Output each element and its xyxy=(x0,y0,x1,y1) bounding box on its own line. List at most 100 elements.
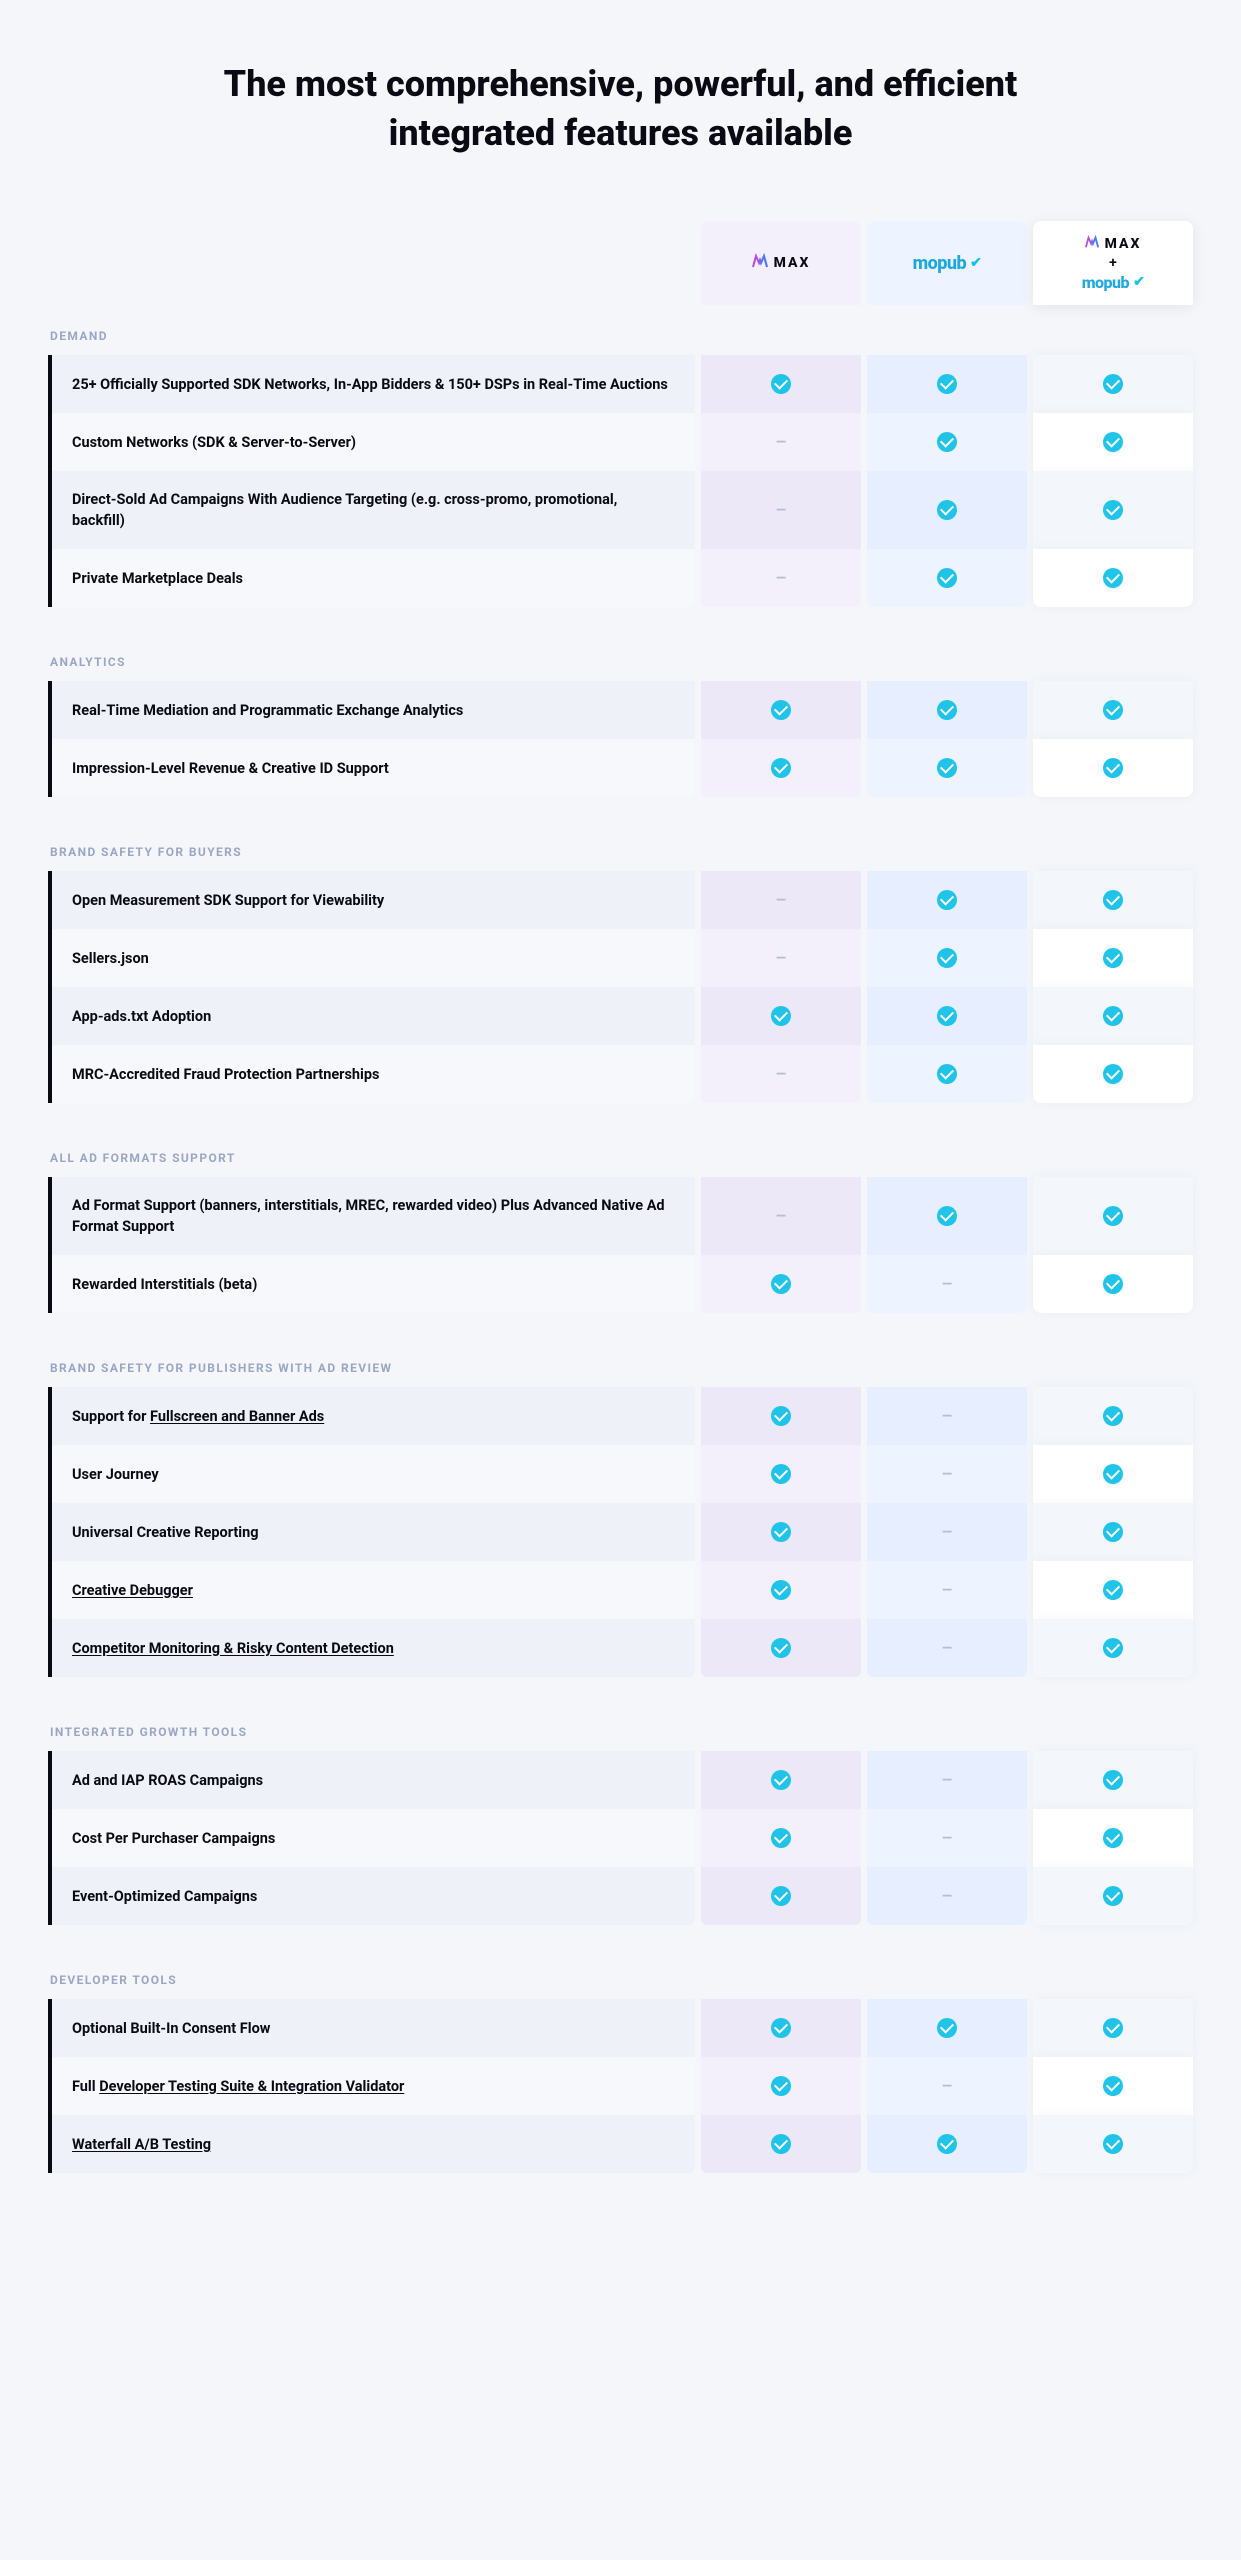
check-icon-cell xyxy=(1033,1809,1193,1867)
check-icon xyxy=(1103,1886,1123,1906)
check-icon-cell xyxy=(701,1999,861,2057)
check-icon-cell xyxy=(867,2115,1027,2173)
check-icon xyxy=(1103,758,1123,778)
feature-row-label: User Journey xyxy=(48,1445,695,1503)
feature-row-label: Full Developer Testing Suite & Integrati… xyxy=(48,2057,695,2115)
check-icon-cell xyxy=(1033,471,1193,549)
check-icon-cell xyxy=(1033,1445,1193,1503)
page-title: The most comprehensive, powerful, and ef… xyxy=(211,60,1031,157)
feature-row-label: Competitor Monitoring & Risky Content De… xyxy=(48,1619,695,1677)
check-icon-cell xyxy=(1033,355,1193,413)
check-icon xyxy=(937,700,957,720)
dash-cell: – xyxy=(867,1445,1027,1503)
check-icon xyxy=(1103,1828,1123,1848)
check-icon xyxy=(937,948,957,968)
feature-link[interactable]: Developer Testing Suite & Integration Va… xyxy=(99,2078,404,2095)
check-icon xyxy=(1103,890,1123,910)
check-icon-cell xyxy=(701,1561,861,1619)
check-icon xyxy=(1103,432,1123,452)
check-icon-cell xyxy=(1033,1045,1193,1103)
check-icon xyxy=(937,374,957,394)
check-icon xyxy=(771,1580,791,1600)
check-icon-cell xyxy=(1033,1387,1193,1445)
comparison-table: MAX mopub ✔ MAX + mopub ✔ DEMAND25+ Offi… xyxy=(48,221,1193,2173)
check-icon xyxy=(1103,1064,1123,1084)
dash-icon: – xyxy=(775,432,787,453)
check-icon-cell xyxy=(701,1503,861,1561)
dash-cell: – xyxy=(701,549,861,607)
check-icon-cell xyxy=(701,1255,861,1313)
check-icon xyxy=(1103,1464,1123,1484)
dash-cell: – xyxy=(867,1619,1027,1677)
dash-icon: – xyxy=(941,1886,953,1907)
column-header-max: MAX xyxy=(701,221,861,305)
column-header-combined: MAX + mopub ✔ xyxy=(1033,221,1193,305)
section-label: ANALYTICS xyxy=(48,607,1193,681)
dash-cell: – xyxy=(867,1561,1027,1619)
feature-row-label: Direct-Sold Ad Campaigns With Audience T… xyxy=(48,471,695,549)
check-icon-cell xyxy=(867,413,1027,471)
check-icon xyxy=(1103,1206,1123,1226)
feature-link[interactable]: Creative Debugger xyxy=(72,1582,193,1599)
feature-row-label: Support for Fullscreen and Banner Ads xyxy=(48,1387,695,1445)
check-icon xyxy=(771,700,791,720)
check-icon xyxy=(771,1886,791,1906)
check-icon-cell xyxy=(867,549,1027,607)
check-icon-cell xyxy=(701,2057,861,2115)
check-icon-cell xyxy=(1033,1503,1193,1561)
feature-row-label: Open Measurement SDK Support for Viewabi… xyxy=(48,871,695,929)
max-logo-icon xyxy=(1085,235,1099,253)
dash-icon: – xyxy=(775,1206,787,1227)
feature-link[interactable]: Waterfall A/B Testing xyxy=(72,2136,211,2153)
dash-cell: – xyxy=(867,1255,1027,1313)
check-icon xyxy=(771,374,791,394)
check-icon xyxy=(771,1274,791,1294)
check-icon-cell xyxy=(867,929,1027,987)
feature-row-label: App-ads.txt Adoption xyxy=(48,987,695,1045)
check-icon xyxy=(771,2134,791,2154)
check-icon-cell xyxy=(1033,1561,1193,1619)
check-icon-cell xyxy=(867,1177,1027,1255)
check-icon-cell xyxy=(867,987,1027,1045)
check-icon xyxy=(1103,1770,1123,1790)
feature-row-label: Universal Creative Reporting xyxy=(48,1503,695,1561)
check-icon xyxy=(1103,2018,1123,2038)
feature-link[interactable]: Fullscreen and Banner Ads xyxy=(150,1408,324,1425)
combined-mopub-text: mopub xyxy=(1082,273,1129,292)
max-logo: MAX xyxy=(752,253,811,273)
combined-max-logo: MAX xyxy=(1085,235,1142,253)
check-icon xyxy=(937,758,957,778)
check-icon xyxy=(1103,568,1123,588)
feature-row-label: Creative Debugger xyxy=(48,1561,695,1619)
check-icon xyxy=(1103,1580,1123,1600)
check-icon xyxy=(937,500,957,520)
max-logo-text: MAX xyxy=(774,255,811,271)
check-icon-cell xyxy=(701,1619,861,1677)
dash-icon: – xyxy=(775,568,787,589)
check-icon xyxy=(771,1770,791,1790)
check-icon-cell xyxy=(701,355,861,413)
check-icon-cell xyxy=(867,1045,1027,1103)
dash-cell: – xyxy=(867,2057,1027,2115)
feature-row-label: Optional Built-In Consent Flow xyxy=(48,1999,695,2057)
check-icon-cell xyxy=(1033,549,1193,607)
check-icon xyxy=(1103,1274,1123,1294)
check-icon xyxy=(771,1464,791,1484)
check-icon xyxy=(771,2076,791,2096)
mopub-logo-icon: ✔ xyxy=(1133,274,1144,290)
feature-link[interactable]: Competitor Monitoring & Risky Content De… xyxy=(72,1640,394,1657)
check-icon xyxy=(1103,500,1123,520)
check-icon-cell xyxy=(867,871,1027,929)
check-icon xyxy=(771,1638,791,1658)
feature-row-label: Private Marketplace Deals xyxy=(48,549,695,607)
check-icon-cell xyxy=(701,1445,861,1503)
feature-row-label: Custom Networks (SDK & Server-to-Server) xyxy=(48,413,695,471)
check-icon-cell xyxy=(1033,739,1193,797)
mopub-logo: mopub ✔ xyxy=(913,253,982,274)
check-icon-cell xyxy=(1033,1999,1193,2057)
dash-cell: – xyxy=(867,1751,1027,1809)
section-label: BRAND SAFETY FOR PUBLISHERS WITH AD REVI… xyxy=(48,1313,1193,1387)
feature-row-label: MRC-Accredited Fraud Protection Partners… xyxy=(48,1045,695,1103)
section-label: BRAND SAFETY FOR BUYERS xyxy=(48,797,1193,871)
dash-icon: – xyxy=(941,1770,953,1791)
